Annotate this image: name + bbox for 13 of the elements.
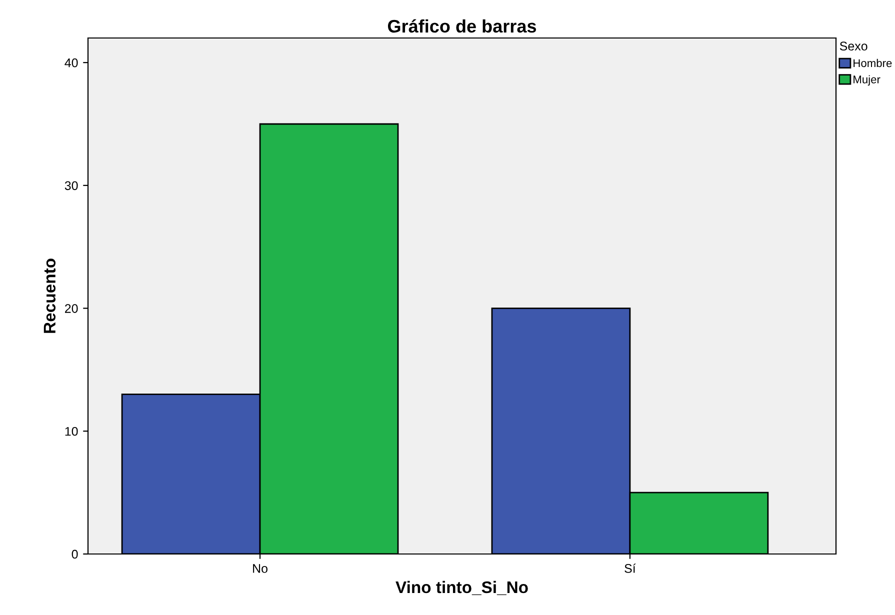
y-tick-label: 30 [64,181,78,190]
x-axis-title: Vino tinto_Si_No [396,580,528,596]
legend-label: Hombre [854,58,892,68]
y-axis-title: Recuento [44,258,56,333]
y-tick-label: 10 [65,426,78,436]
y-tick-label: 40 [64,58,78,68]
legend-label: Mujer [854,75,880,86]
y-tick-label: 0 [72,550,78,559]
y-tick-label: 20 [65,304,78,313]
legend-title: Sexo [840,42,868,51]
chart-title: Gráfico de barras [388,19,536,33]
x-tick-label: No [253,564,268,573]
x-tick-label: Sí [624,564,636,573]
